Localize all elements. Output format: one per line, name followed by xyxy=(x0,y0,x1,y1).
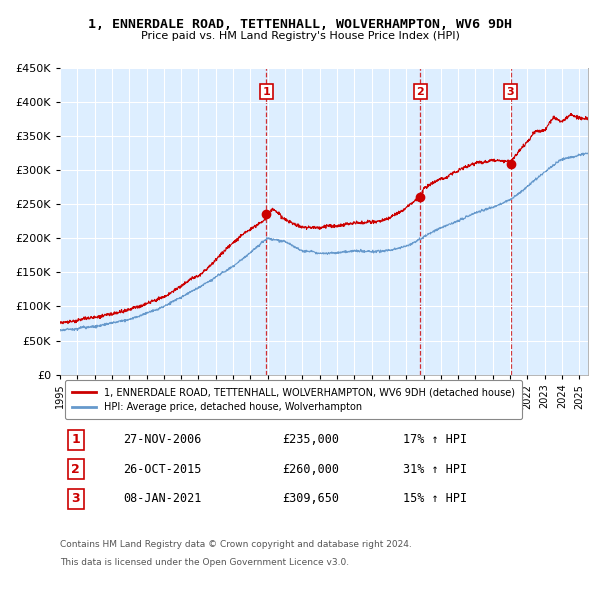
Text: 1: 1 xyxy=(71,433,80,446)
Text: 26-OCT-2015: 26-OCT-2015 xyxy=(124,463,202,476)
Text: £309,650: £309,650 xyxy=(282,492,339,505)
Text: 27-NOV-2006: 27-NOV-2006 xyxy=(124,433,202,446)
Text: 2: 2 xyxy=(71,463,80,476)
Text: 1, ENNERDALE ROAD, TETTENHALL, WOLVERHAMPTON, WV6 9DH: 1, ENNERDALE ROAD, TETTENHALL, WOLVERHAM… xyxy=(88,18,512,31)
Text: Contains HM Land Registry data © Crown copyright and database right 2024.: Contains HM Land Registry data © Crown c… xyxy=(60,540,412,549)
Text: 3: 3 xyxy=(71,492,80,505)
Text: 1: 1 xyxy=(262,87,270,97)
Text: 31% ↑ HPI: 31% ↑ HPI xyxy=(403,463,467,476)
Text: £235,000: £235,000 xyxy=(282,433,339,446)
Text: This data is licensed under the Open Government Licence v3.0.: This data is licensed under the Open Gov… xyxy=(60,558,349,566)
Text: 08-JAN-2021: 08-JAN-2021 xyxy=(124,492,202,505)
Text: 17% ↑ HPI: 17% ↑ HPI xyxy=(403,433,467,446)
Text: Price paid vs. HM Land Registry's House Price Index (HPI): Price paid vs. HM Land Registry's House … xyxy=(140,31,460,41)
Text: £260,000: £260,000 xyxy=(282,463,339,476)
Text: 3: 3 xyxy=(507,87,514,97)
Text: 2: 2 xyxy=(416,87,424,97)
Legend: 1, ENNERDALE ROAD, TETTENHALL, WOLVERHAMPTON, WV6 9DH (detached house), HPI: Ave: 1, ENNERDALE ROAD, TETTENHALL, WOLVERHAM… xyxy=(65,381,521,419)
Text: 15% ↑ HPI: 15% ↑ HPI xyxy=(403,492,467,505)
